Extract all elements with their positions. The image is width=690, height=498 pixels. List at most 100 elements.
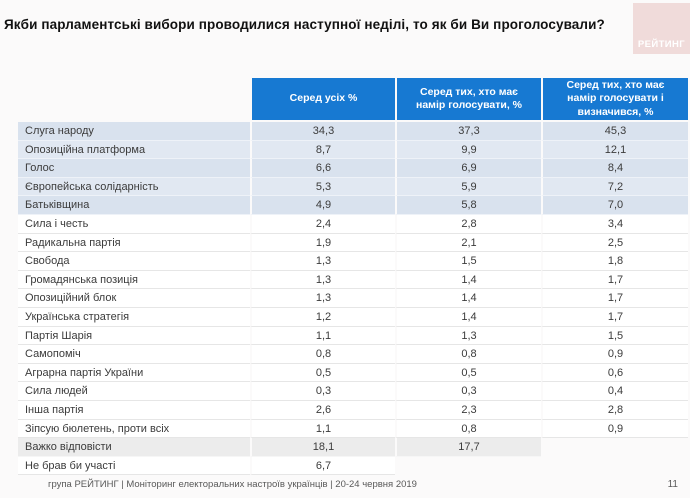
value-cell: 1,7 [541, 289, 688, 308]
value-cell: 1,5 [541, 326, 688, 346]
value-cell: 2,4 [250, 214, 395, 234]
value-cell: 9,9 [395, 140, 541, 160]
table-row: Батьківщина 4,9 5,8 7,0 [18, 196, 688, 215]
party-label: Громадянська позиція [18, 270, 250, 290]
column-header-intend-and-decided: Серед тих, хто має намір голосувати і ви… [541, 78, 688, 120]
value-cell: 0,5 [250, 363, 395, 383]
table-row: Важко відповісти 18,1 17,7 [18, 438, 688, 457]
table-body: Слуга народу 34,3 37,3 45,3 Опозиційна платф… [18, 122, 688, 476]
table-row: Громадянська позиція 1,3 1,4 1,7 [18, 270, 688, 290]
value-cell: 2,6 [250, 400, 395, 420]
value-cell: 1,1 [250, 419, 395, 439]
value-cell: 7,2 [541, 177, 688, 197]
value-cell: 17,7 [395, 438, 541, 457]
party-label: Європейська солідарність [18, 177, 250, 197]
value-cell: 1,3 [250, 289, 395, 308]
value-cell: 0,3 [395, 382, 541, 401]
value-cell: 4,9 [250, 196, 395, 215]
party-label: Зіпсую бюлетень, проти всіх [18, 419, 250, 439]
footer-source-text: група РЕЙТИНГ | Моніторинг електоральних… [48, 479, 417, 490]
party-label: Опозиційна платформа [18, 140, 250, 160]
party-label: Українська стратегія [18, 307, 250, 327]
table-row: Свобода 1,3 1,5 1,8 [18, 252, 688, 271]
page-number: 11 [667, 479, 678, 490]
value-cell: 45,3 [541, 122, 688, 141]
value-cell: 1,3 [250, 252, 395, 271]
party-label: Свобода [18, 252, 250, 271]
value-cell: 2,3 [395, 400, 541, 420]
table-row: Інша партія 2,6 2,3 2,8 [18, 400, 688, 420]
value-cell: 18,1 [250, 438, 395, 457]
party-label: Сила і честь [18, 214, 250, 234]
value-cell: 5,9 [395, 177, 541, 197]
header-spacer-cell [18, 78, 250, 120]
value-cell: 3,4 [541, 214, 688, 234]
value-cell: 2,5 [541, 233, 688, 253]
column-header-among-all: Серед усіх % [250, 78, 395, 120]
value-cell: 0,4 [541, 382, 688, 401]
value-cell: 1,5 [395, 252, 541, 271]
table-row: Самопоміч 0,8 0,8 0,9 [18, 345, 688, 364]
value-cell: 0,5 [395, 363, 541, 383]
value-cell: 6,7 [250, 456, 395, 476]
party-label: Аграрна партія України [18, 363, 250, 383]
table-row: Українська стратегія 1,2 1,4 1,7 [18, 307, 688, 327]
value-cell: 1,3 [395, 326, 541, 346]
value-cell: 12,1 [541, 140, 688, 160]
party-label: Голос [18, 159, 250, 178]
table-row: Опозиційний блок 1,3 1,4 1,7 [18, 289, 688, 308]
rating-group-logo: РЕЙТИНГ [633, 3, 690, 54]
empty-cell [395, 456, 541, 476]
value-cell: 2,8 [395, 214, 541, 234]
value-cell: 0,8 [250, 345, 395, 364]
value-cell: 0,3 [250, 382, 395, 401]
party-label: Радикальна партія [18, 233, 250, 253]
column-header-intend-to-vote: Серед тих, хто має намір голосувати, % [395, 78, 541, 120]
value-cell: 1,1 [250, 326, 395, 346]
table-row: Аграрна партія України 0,5 0,5 0,6 [18, 363, 688, 383]
value-cell: 1,8 [541, 252, 688, 271]
table-row: Слуга народу 34,3 37,3 45,3 [18, 122, 688, 141]
value-cell: 8,4 [541, 159, 688, 178]
empty-cell [541, 438, 688, 457]
table-row: Партія Шарія 1,1 1,3 1,5 [18, 326, 688, 346]
empty-cell [541, 456, 688, 476]
table-row: Голос 6,6 6,9 8,4 [18, 159, 688, 178]
party-label: Опозиційний блок [18, 289, 250, 308]
value-cell: 5,8 [395, 196, 541, 215]
party-label: Самопоміч [18, 345, 250, 364]
party-label: Важко відповісти [18, 438, 250, 457]
value-cell: 37,3 [395, 122, 541, 141]
table-row: Опозиційна платформа 8,7 9,9 12,1 [18, 140, 688, 160]
value-cell: 0,6 [541, 363, 688, 383]
table-row: Радикальна партія 1,9 2,1 2,5 [18, 233, 688, 253]
table-row: Зіпсую бюлетень, проти всіх 1,1 0,8 0,9 [18, 419, 688, 439]
value-cell: 1,7 [541, 270, 688, 290]
value-cell: 0,8 [395, 345, 541, 364]
party-label: Партія Шарія [18, 326, 250, 346]
table-row: Не брав би участі 6,7 [18, 456, 688, 476]
value-cell: 6,6 [250, 159, 395, 178]
value-cell: 2,8 [541, 400, 688, 420]
value-cell: 0,9 [541, 345, 688, 364]
value-cell: 7,0 [541, 196, 688, 215]
value-cell: 1,4 [395, 289, 541, 308]
party-label: Батьківщина [18, 196, 250, 215]
value-cell: 1,4 [395, 270, 541, 290]
value-cell: 5,3 [250, 177, 395, 197]
party-label: Інша партія [18, 400, 250, 420]
value-cell: 0,9 [541, 419, 688, 439]
table-row: Європейська солідарність 5,3 5,9 7,2 [18, 177, 688, 197]
value-cell: 1,3 [250, 270, 395, 290]
party-label: Не брав би участі [18, 456, 250, 476]
value-cell: 34,3 [250, 122, 395, 141]
poll-results-table: Серед усіх % Серед тих, хто має намір го… [18, 78, 688, 476]
party-label: Сила людей [18, 382, 250, 401]
value-cell: 0,8 [395, 419, 541, 439]
table-row: Сила і честь 2,4 2,8 3,4 [18, 214, 688, 234]
value-cell: 1,2 [250, 307, 395, 327]
value-cell: 6,9 [395, 159, 541, 178]
value-cell: 2,1 [395, 233, 541, 253]
rating-logo-label: РЕЙТИНГ [637, 39, 686, 50]
table-header-row: Серед усіх % Серед тих, хто має намір го… [18, 78, 688, 120]
